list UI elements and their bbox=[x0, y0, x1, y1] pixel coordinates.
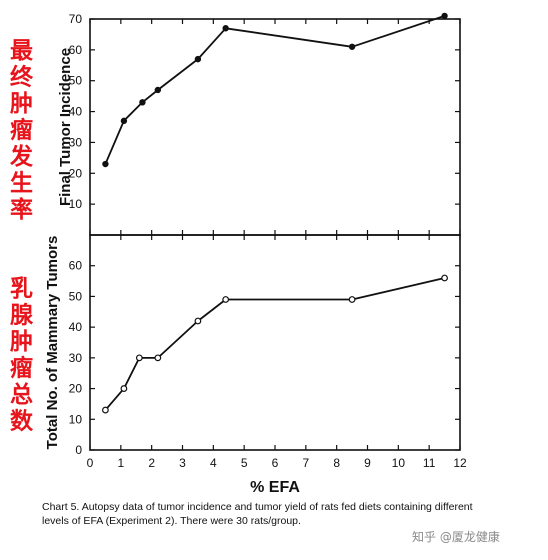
data-point bbox=[154, 86, 162, 94]
data-point bbox=[139, 99, 146, 106]
y-axis-title: Total No. of Mammary Tumors bbox=[44, 236, 61, 450]
data-point bbox=[102, 160, 109, 168]
chart-panel-1: 10 20 30 40 50 60 70 Final Tumor Incidence 最终肿瘤发… bbox=[9, 12, 461, 236]
x-tick-label: 7 bbox=[302, 456, 309, 470]
y-tick-label: 30 bbox=[69, 135, 83, 149]
data-point bbox=[120, 385, 128, 392]
data-point bbox=[222, 25, 229, 32]
data-point bbox=[441, 274, 448, 282]
y-tick-label: 0 bbox=[75, 443, 82, 457]
y-tick-label: 10 bbox=[69, 197, 83, 211]
data-point bbox=[348, 296, 356, 303]
watermark: 知乎 @厦龙健康 bbox=[412, 530, 500, 544]
x-tick-label: 8 bbox=[333, 456, 340, 470]
annotation-label: 最终肿瘤发生率 bbox=[9, 38, 34, 223]
data-point bbox=[348, 43, 356, 50]
plot-frame bbox=[89, 234, 461, 451]
y-axis-title: Final Tumor Incidence bbox=[57, 48, 74, 206]
data-point bbox=[135, 354, 143, 362]
figure-caption: Chart 5. Autopsy data of tumor incidence… bbox=[42, 501, 473, 527]
x-tick-label: 2 bbox=[148, 456, 155, 470]
x-tick-label: 0 bbox=[87, 456, 94, 470]
y-tick-label: 40 bbox=[69, 105, 83, 119]
x-tick-label: 11 bbox=[423, 456, 436, 470]
data-point bbox=[154, 354, 162, 362]
x-axis-title: % EFA bbox=[250, 479, 300, 496]
y-tick-label: 50 bbox=[69, 74, 83, 88]
x-tick-label: 1 bbox=[117, 456, 124, 470]
data-point bbox=[120, 117, 128, 125]
x-tick-label: 12 bbox=[453, 456, 467, 470]
x-tick-label: 4 bbox=[210, 456, 217, 470]
series-line bbox=[104, 277, 445, 411]
y-tick-label: 20 bbox=[69, 382, 83, 396]
plot-frame bbox=[89, 18, 461, 236]
y-tick-label: 10 bbox=[69, 412, 83, 426]
data-point bbox=[194, 317, 202, 325]
data-point bbox=[102, 406, 109, 414]
x-tick-label: 9 bbox=[364, 456, 371, 470]
data-point bbox=[222, 296, 230, 303]
x-tick-label: 10 bbox=[392, 456, 406, 470]
y-tick-label: 60 bbox=[69, 43, 83, 57]
annotation-label: 乳腺肿瘤总数 bbox=[10, 275, 34, 435]
data-point bbox=[194, 55, 202, 63]
y-tick-label: 50 bbox=[69, 289, 83, 303]
y-tick-label: 60 bbox=[69, 259, 83, 273]
data-point bbox=[441, 12, 448, 20]
x-tick-label: 3 bbox=[179, 456, 186, 470]
y-tick-label: 70 bbox=[69, 12, 83, 26]
y-tick-label: 20 bbox=[69, 166, 83, 180]
y-tick-label: 30 bbox=[69, 351, 83, 365]
x-tick-label: 5 bbox=[241, 456, 248, 470]
y-tick-label: 40 bbox=[69, 320, 83, 334]
series-line bbox=[104, 15, 445, 165]
x-tick-label: 6 bbox=[272, 456, 279, 470]
